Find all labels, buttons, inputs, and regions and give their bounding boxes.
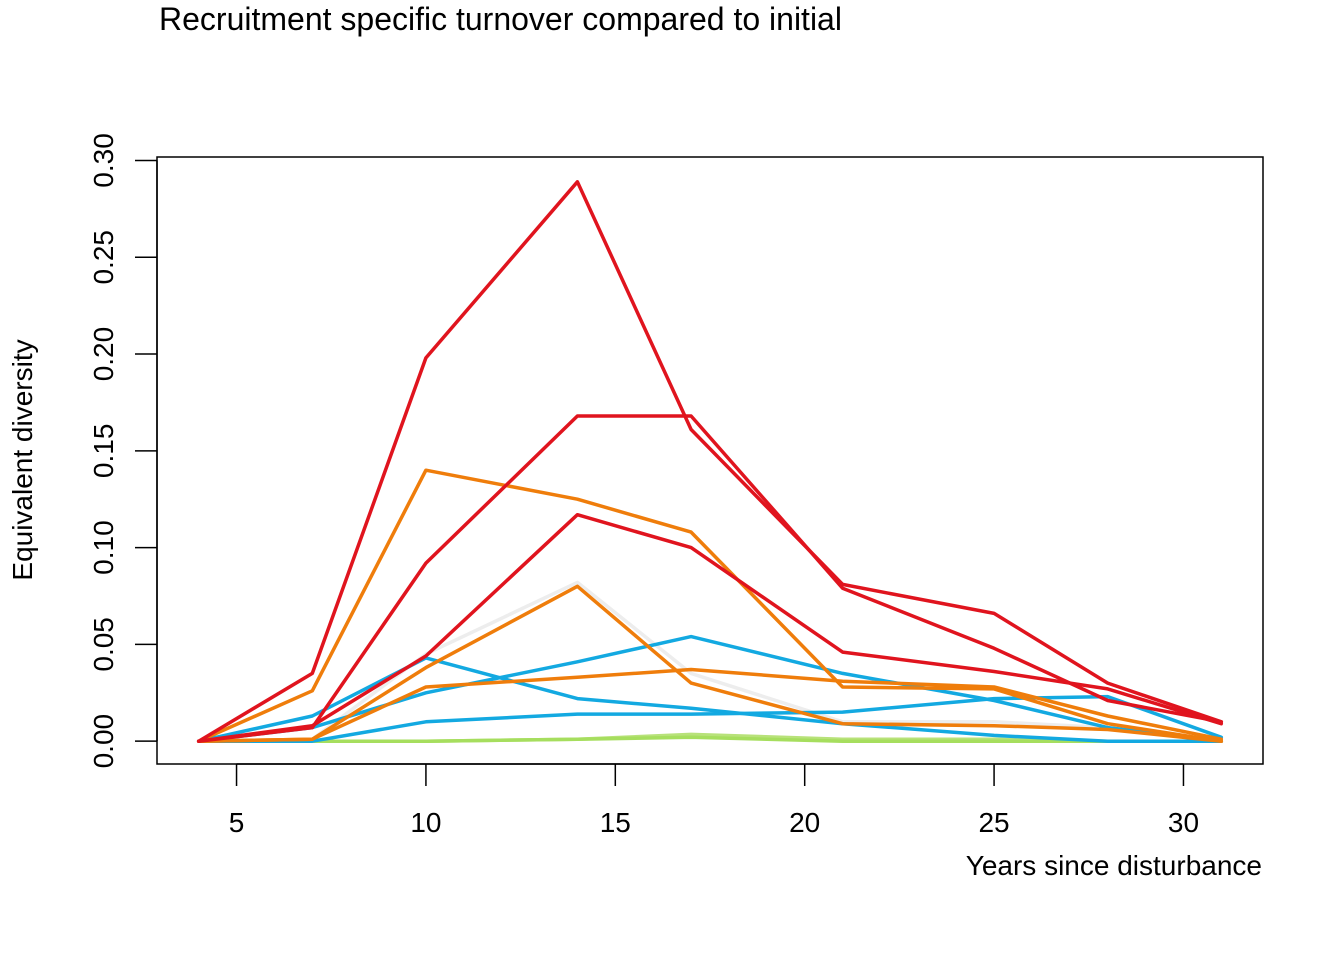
series-line-11 bbox=[196, 414, 1224, 743]
y-tick-label: 0.05 bbox=[88, 617, 119, 672]
x-tick-label: 30 bbox=[1168, 807, 1199, 838]
x-axis: 5 10 15 20 25 30 bbox=[229, 763, 1199, 838]
y-tick-label: 0.15 bbox=[88, 424, 119, 479]
series-line-4 bbox=[196, 694, 1224, 743]
series-line-8 bbox=[196, 468, 1224, 743]
y-tick-label: 0.20 bbox=[88, 327, 119, 382]
y-tick-label: 0.30 bbox=[88, 133, 119, 188]
series-line-10 bbox=[196, 180, 1224, 743]
series-line-5 bbox=[196, 656, 1224, 743]
series-line-3 bbox=[196, 580, 1224, 743]
y-tick-label: 0.10 bbox=[88, 520, 119, 575]
series-line-12 bbox=[196, 512, 1224, 743]
series-group bbox=[196, 180, 1224, 743]
y-axis: 0.00 0.05 0.10 0.15 0.20 0.25 0.30 bbox=[88, 133, 158, 769]
x-axis-label: Years since disturbance bbox=[966, 850, 1262, 881]
x-tick-label: 5 bbox=[229, 807, 245, 838]
y-tick-label: 0.25 bbox=[88, 230, 119, 285]
y-axis-label: Equivalent diversity bbox=[7, 339, 38, 580]
series-line-2 bbox=[196, 735, 1224, 743]
x-tick-label: 15 bbox=[600, 807, 631, 838]
chart-title: Recruitment specific turnover compared t… bbox=[159, 1, 842, 37]
series-line-7 bbox=[196, 667, 1224, 743]
series-line-9 bbox=[196, 584, 1224, 743]
y-tick-label: 0.00 bbox=[88, 714, 119, 769]
x-tick-label: 10 bbox=[410, 807, 441, 838]
x-tick-label: 20 bbox=[789, 807, 820, 838]
x-tick-label: 25 bbox=[978, 807, 1009, 838]
